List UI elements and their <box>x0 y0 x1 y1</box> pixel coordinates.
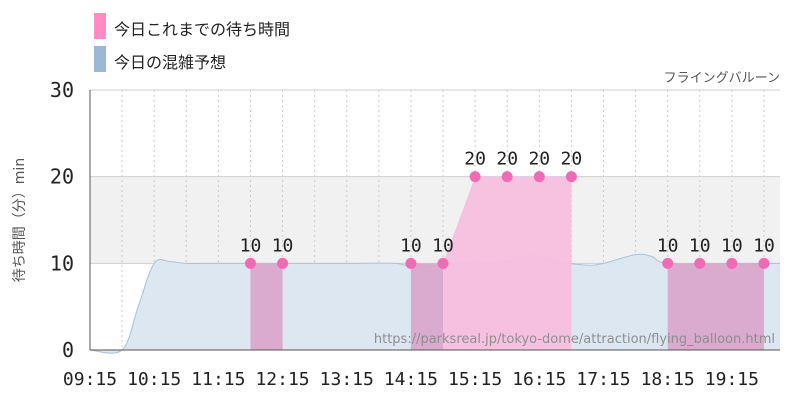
waited-point <box>726 257 738 269</box>
waited-point-label: 20 <box>464 149 486 170</box>
waited-point-label: 20 <box>528 149 550 170</box>
waited-point <box>662 257 674 269</box>
y-axis-label: 待ち時間（分）min <box>12 158 28 282</box>
waited-point-label: 20 <box>561 149 583 170</box>
waited-point-label: 10 <box>432 235 454 256</box>
x-tick-label: 15:15 <box>448 369 502 390</box>
shaded-band <box>90 176 780 264</box>
waited-point-label: 10 <box>721 235 743 256</box>
x-tick-label: 13:15 <box>320 369 374 390</box>
waited-point <box>694 257 706 269</box>
waited-point-label: 10 <box>753 235 775 256</box>
waited-point <box>565 171 577 183</box>
legend-label-waited: 今日これまでの待ち時間 <box>114 20 291 39</box>
waited-point-label: 10 <box>689 235 711 256</box>
x-tick-label: 11:15 <box>191 369 245 390</box>
waited-point <box>405 257 417 269</box>
x-tick-label: 18:15 <box>641 369 695 390</box>
waited-point-label: 20 <box>496 149 518 170</box>
waited-point-label: 10 <box>657 235 679 256</box>
x-tick-label: 09:15 <box>63 369 117 390</box>
x-tick-label: 19:15 <box>705 369 759 390</box>
waited-point-label: 10 <box>272 235 294 256</box>
waited-point <box>469 171 481 183</box>
waited-point <box>501 171 513 183</box>
waited-area-segment <box>410 263 444 350</box>
waited-point <box>277 257 289 269</box>
waited-point <box>758 257 770 269</box>
waited-point <box>437 257 449 269</box>
y-tick-label: 30 <box>50 78 74 102</box>
waited-area-segment <box>250 263 283 350</box>
y-tick-label: 20 <box>50 165 74 189</box>
legend-swatch-waited <box>94 13 106 39</box>
watermark-url: https://parksreal.jp/tokyo-dome/attracti… <box>374 332 775 347</box>
y-tick-label: 0 <box>62 338 74 362</box>
waited-point-label: 10 <box>240 235 262 256</box>
legend-swatch-forecast <box>94 46 106 72</box>
legend-label-forecast: 今日の混雑予想 <box>114 53 227 72</box>
waited-area-segment <box>667 263 764 350</box>
attraction-name: フライングバルーン <box>664 71 780 86</box>
waited-point <box>244 257 256 269</box>
waited-point <box>533 171 545 183</box>
x-tick-label: 14:15 <box>384 369 438 390</box>
x-tick-label: 16:15 <box>512 369 566 390</box>
x-tick-label: 12:15 <box>255 369 309 390</box>
x-tick-label: 10:15 <box>127 369 181 390</box>
waited-point-label: 10 <box>400 235 422 256</box>
x-tick-label: 17:15 <box>576 369 630 390</box>
y-tick-label: 10 <box>50 251 74 275</box>
waited-area-segment <box>443 176 572 350</box>
